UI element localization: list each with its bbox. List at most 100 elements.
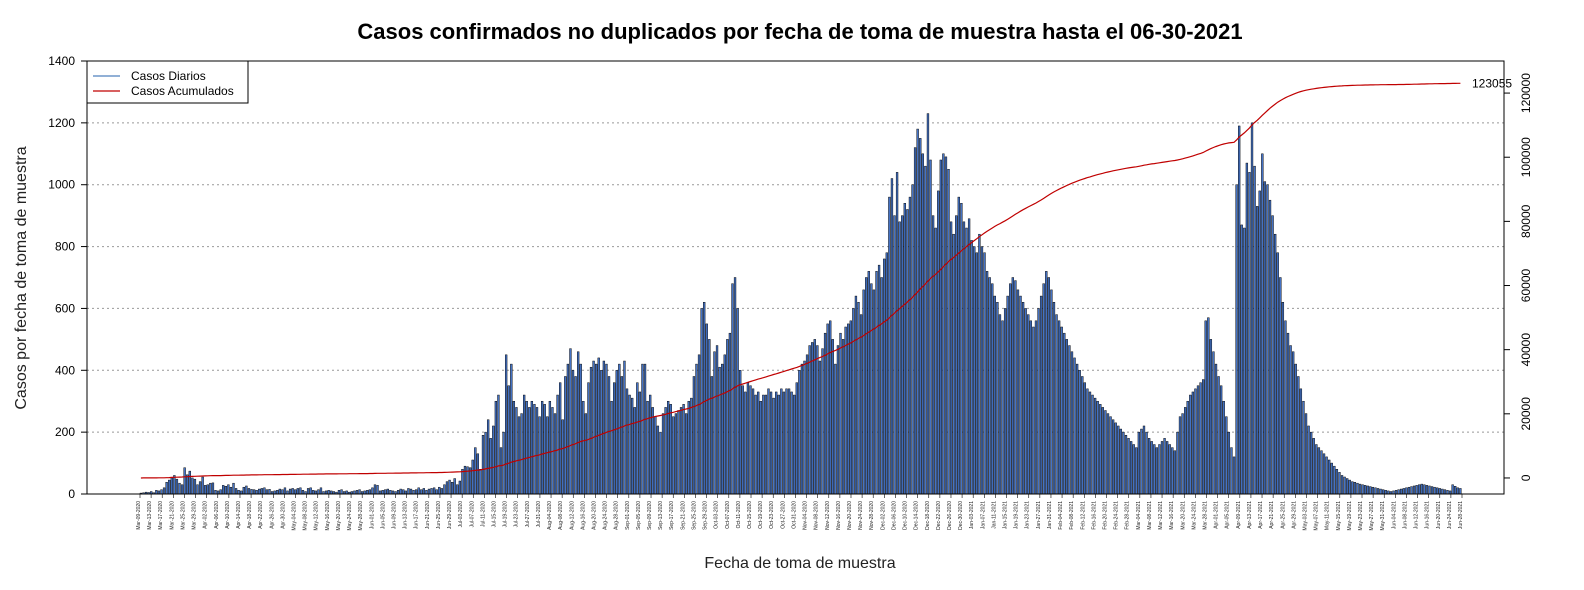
- x-tick-label-63: Nov-16-2020: [836, 501, 842, 530]
- bar-47: [260, 488, 263, 495]
- bar-400: [1168, 444, 1171, 495]
- bar-272: [839, 332, 842, 495]
- bar-299: [908, 196, 912, 495]
- x-tick-label-37: Aug-04-2020: [547, 501, 553, 530]
- bar-115: [435, 489, 438, 495]
- bar-278: [854, 295, 858, 495]
- series-line-casos-acumulados: [140, 82, 1461, 479]
- x-tick-label-56: Oct-19-2020: [758, 501, 764, 529]
- bar-244: [767, 388, 770, 495]
- bar-330: [988, 277, 991, 495]
- bar-506: [1441, 488, 1444, 495]
- bar-179: [600, 370, 603, 495]
- x-tick-label-81: Jan-27-2021: [1036, 501, 1042, 529]
- bar-339: [1011, 277, 1014, 495]
- x-tick-label-110: May-23-2021: [1358, 501, 1364, 531]
- bar-333: [996, 302, 999, 495]
- bar-48: [263, 487, 266, 495]
- x-tick-label-5: Mar-29-2020: [192, 501, 198, 530]
- bar-49: [265, 489, 269, 495]
- x-tick-label-52: Oct-03-2020: [714, 501, 720, 529]
- x-tick-label-83: Feb-04-2021: [1058, 501, 1064, 530]
- bar-158: [546, 416, 549, 495]
- bar-229: [728, 332, 732, 495]
- bar-385: [1129, 441, 1133, 495]
- bar-428: [1240, 224, 1243, 495]
- bar-414: [1204, 320, 1207, 495]
- bar-416: [1209, 339, 1213, 495]
- x-tick-label-45: Sep-05-2020: [636, 501, 642, 530]
- bar-88: [366, 490, 369, 495]
- x-tick-label-38: Aug-08-2020: [558, 501, 564, 530]
- y-tick-label-3: 600: [55, 301, 75, 315]
- bar-65: [306, 488, 310, 495]
- bar-275: [847, 323, 850, 495]
- bar-411: [1196, 385, 1200, 495]
- x-tick-label-115: Jun-12-2021: [1414, 501, 1420, 529]
- bar-139: [497, 394, 500, 495]
- bar-69: [317, 489, 320, 495]
- bar-354: [1050, 289, 1053, 495]
- bar-292: [890, 178, 894, 495]
- bar-21: [193, 478, 197, 495]
- bar-443: [1279, 277, 1282, 495]
- bar-214: [690, 397, 693, 495]
- x-tick-label-50: Sep-25-2020: [691, 501, 697, 530]
- bar-417: [1212, 351, 1215, 495]
- bar-20: [191, 477, 194, 495]
- bar-262: [813, 339, 816, 495]
- bar-67: [312, 490, 315, 495]
- bar-413: [1202, 379, 1205, 495]
- bar-495: [1412, 485, 1416, 495]
- bar-175: [589, 366, 593, 495]
- bar-484: [1384, 490, 1387, 495]
- bar-263: [816, 345, 819, 495]
- bar-448: [1292, 351, 1295, 495]
- x-tick-label-55: Oct-15-2020: [747, 501, 753, 529]
- bar-116: [438, 486, 441, 495]
- bar-241: [759, 400, 762, 495]
- bar-50: [268, 489, 271, 495]
- bar-261: [811, 342, 814, 495]
- bar-144: [510, 363, 513, 495]
- bar-109: [420, 489, 423, 495]
- x-tick-label-7: Apr-06-2020: [214, 501, 220, 529]
- bar-206: [669, 404, 672, 495]
- bar-298: [906, 209, 909, 495]
- bar-380: [1117, 425, 1120, 495]
- bar-137: [492, 425, 495, 495]
- bar-101: [399, 488, 402, 495]
- bar-429: [1243, 227, 1246, 495]
- bar-46: [258, 488, 261, 495]
- bar-54: [278, 488, 281, 495]
- bar-269: [831, 339, 834, 495]
- bar-85: [358, 489, 361, 495]
- y-tick-label-6: 1200: [48, 116, 75, 130]
- bar-465: [1335, 469, 1339, 495]
- x-tick-label-71: Dec-18-2020: [925, 501, 931, 530]
- x-tick-label-112: May-31-2021: [1380, 501, 1386, 531]
- bar-352: [1045, 271, 1048, 495]
- bar-26: [206, 484, 209, 495]
- bar-387: [1135, 447, 1138, 495]
- bar-368: [1086, 388, 1089, 495]
- bar-440: [1271, 215, 1274, 495]
- y-tick-label-5: 1000: [48, 178, 75, 192]
- y2-tick-label-5: 100000: [1519, 137, 1533, 177]
- bar-360: [1065, 339, 1068, 495]
- x-axis: Mar-09-2020 Mar-13-2020 Mar-17-2020 Mar-21-…: [136, 494, 1464, 530]
- bar-193: [636, 382, 639, 495]
- bar-189: [625, 388, 629, 495]
- bar-315: [949, 221, 953, 495]
- bar-113: [430, 488, 433, 495]
- bar-53: [276, 490, 279, 495]
- bar-281: [862, 289, 865, 495]
- x-tick-label-17: May-16-2020: [325, 501, 331, 531]
- bar-138: [494, 400, 498, 495]
- bar-302: [916, 128, 919, 495]
- bar-389: [1140, 428, 1143, 495]
- bar-301: [913, 147, 917, 495]
- x-tick-label-4: Mar-25-2020: [180, 501, 186, 530]
- bar-296: [901, 215, 904, 495]
- bar-226: [721, 363, 724, 495]
